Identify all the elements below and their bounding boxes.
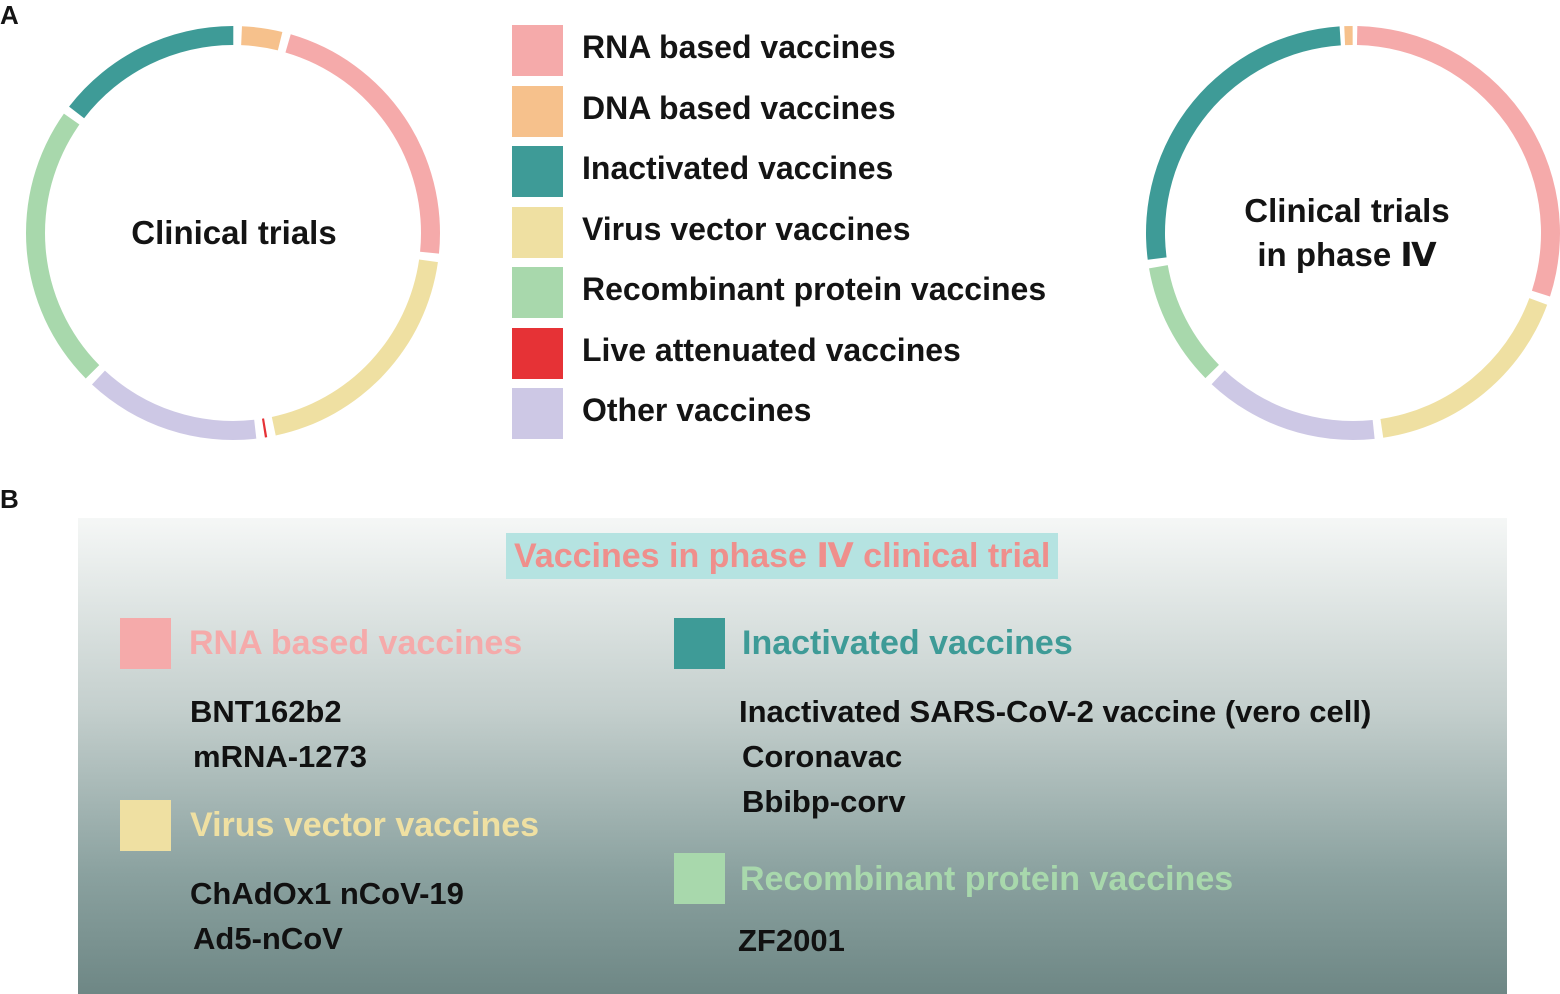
legend-label-inactivated: Inactivated vaccines: [582, 150, 894, 186]
vaccine-mrna-1273: mRNA-1273: [193, 739, 368, 774]
legend-label-dna: DNA based vaccines: [582, 89, 896, 126]
donut-chart-phase4-trials: [1146, 26, 1560, 440]
chart2-slice-rna-based-vaccines: [1356, 26, 1560, 297]
legend-label-rna: RNA based vaccines: [582, 29, 896, 65]
vaccine-inactivated-sars-cov-2: Inactivated SARS-CoV-2 vaccine (vero cel…: [739, 694, 1372, 729]
panel-label-a: A: [0, 0, 19, 30]
vaccine-zf2001: ZF2001: [738, 923, 845, 958]
virus-vector-category-swatch: [120, 800, 171, 851]
chart1-slice-rna-based-vaccines: [285, 34, 440, 254]
legend-label-recombinant: Recombinant protein vaccines: [582, 271, 1047, 307]
inactivated-category-label: Inactivated vaccines: [742, 624, 1073, 662]
legend-swatch-recombinant: [512, 267, 563, 318]
legend-swatch-rna: [512, 25, 563, 76]
chart2-slice-recombinant-protein-vaccines: [1149, 265, 1219, 379]
legend-swatch-virus-vector: [512, 206, 563, 258]
legend-label-virus-vector: Virus vector vaccines: [582, 210, 911, 247]
chart2-slice-dna-based-vaccines: [1344, 26, 1353, 46]
chart1-slice-virus-vector-vaccines: [271, 259, 438, 436]
virus-vector-category-label: Virus vector vaccines: [190, 806, 540, 844]
legend-swatch-dna: [512, 85, 563, 137]
chart1-slice-live-attenuated-vaccines: [261, 418, 268, 438]
vaccine-ad5-ncov: Ad5-nCoV: [193, 921, 343, 956]
vaccine-coronavac: Coronavac: [742, 739, 903, 774]
legend-swatch-inactivated: [512, 146, 563, 197]
legend-swatch-other: [512, 388, 563, 439]
rna-category-label: RNA based vaccines: [189, 624, 523, 662]
phase4-panel-title: Vaccines in phase Ⅳ clinical trial: [506, 533, 1059, 579]
chart2-slice-inactivated-vaccines: [1146, 26, 1341, 260]
rna-category-swatch: [120, 618, 171, 669]
chart1-center-label: Clinical trials: [131, 214, 337, 251]
recombinant-category-swatch: [674, 853, 725, 904]
vaccine-bnt162b2: BNT162b2: [190, 694, 342, 729]
chart2-center-label: Clinical trials in phase Ⅳ: [1244, 192, 1450, 273]
panel-label-b: B: [0, 484, 19, 514]
legend-label-other: Other vaccines: [582, 392, 812, 428]
vaccine-bbibp-corv: Bbibp-corv: [742, 784, 906, 819]
chart1-slice-inactivated-vaccines: [69, 25, 234, 119]
legend-label-live-attenuated: Live attenuated vaccines: [582, 331, 961, 368]
phase4-vaccines-panel: Vaccines in phase Ⅳ clinical trial RNA b…: [78, 518, 1507, 994]
inactivated-category-swatch: [674, 618, 725, 669]
donut-chart-clinical-trials: [26, 25, 440, 441]
chart2-slice-other-vaccines: [1211, 370, 1375, 440]
chart1-slice-dna-based-vaccines: [241, 26, 283, 51]
chart1-slice-recombinant-protein-vaccines: [26, 113, 100, 379]
legend-swatch-live-attenuated: [512, 327, 563, 379]
vaccine-chadox1: ChAdOx1 nCoV-19: [190, 876, 464, 911]
recombinant-category-label: Recombinant protein vaccines: [740, 860, 1234, 898]
chart1-slice-other-vaccines: [91, 370, 257, 441]
chart2-slice-virus-vector-vaccines: [1380, 298, 1548, 438]
